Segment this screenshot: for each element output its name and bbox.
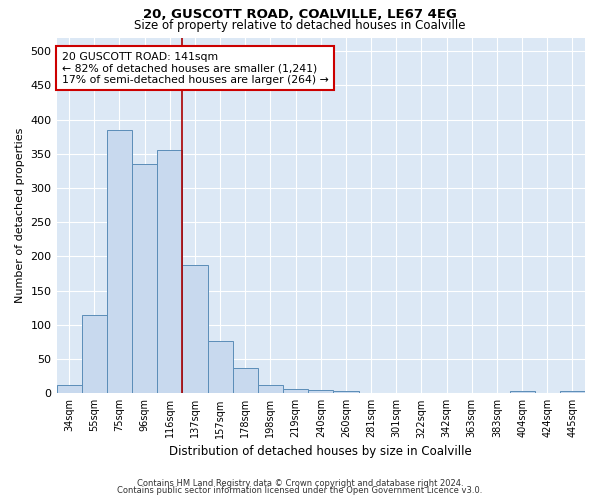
- Bar: [334, 390, 359, 394]
- Text: Contains HM Land Registry data © Crown copyright and database right 2024.: Contains HM Land Registry data © Crown c…: [137, 478, 463, 488]
- Bar: [233, 368, 258, 394]
- Bar: [56, 385, 82, 394]
- Y-axis label: Number of detached properties: Number of detached properties: [15, 128, 25, 303]
- Bar: [560, 390, 585, 394]
- Bar: [258, 385, 283, 394]
- Bar: [157, 150, 182, 394]
- Text: 20, GUSCOTT ROAD, COALVILLE, LE67 4EG: 20, GUSCOTT ROAD, COALVILLE, LE67 4EG: [143, 8, 457, 20]
- Bar: [107, 130, 132, 394]
- Bar: [132, 164, 157, 394]
- Text: Size of property relative to detached houses in Coalville: Size of property relative to detached ho…: [134, 19, 466, 32]
- Bar: [208, 340, 233, 394]
- X-axis label: Distribution of detached houses by size in Coalville: Distribution of detached houses by size …: [169, 444, 472, 458]
- Text: 20 GUSCOTT ROAD: 141sqm
← 82% of detached houses are smaller (1,241)
17% of semi: 20 GUSCOTT ROAD: 141sqm ← 82% of detache…: [62, 52, 329, 85]
- Bar: [509, 390, 535, 394]
- Bar: [308, 390, 334, 394]
- Text: Contains public sector information licensed under the Open Government Licence v3: Contains public sector information licen…: [118, 486, 482, 495]
- Bar: [182, 264, 208, 394]
- Bar: [82, 314, 107, 394]
- Bar: [283, 388, 308, 394]
